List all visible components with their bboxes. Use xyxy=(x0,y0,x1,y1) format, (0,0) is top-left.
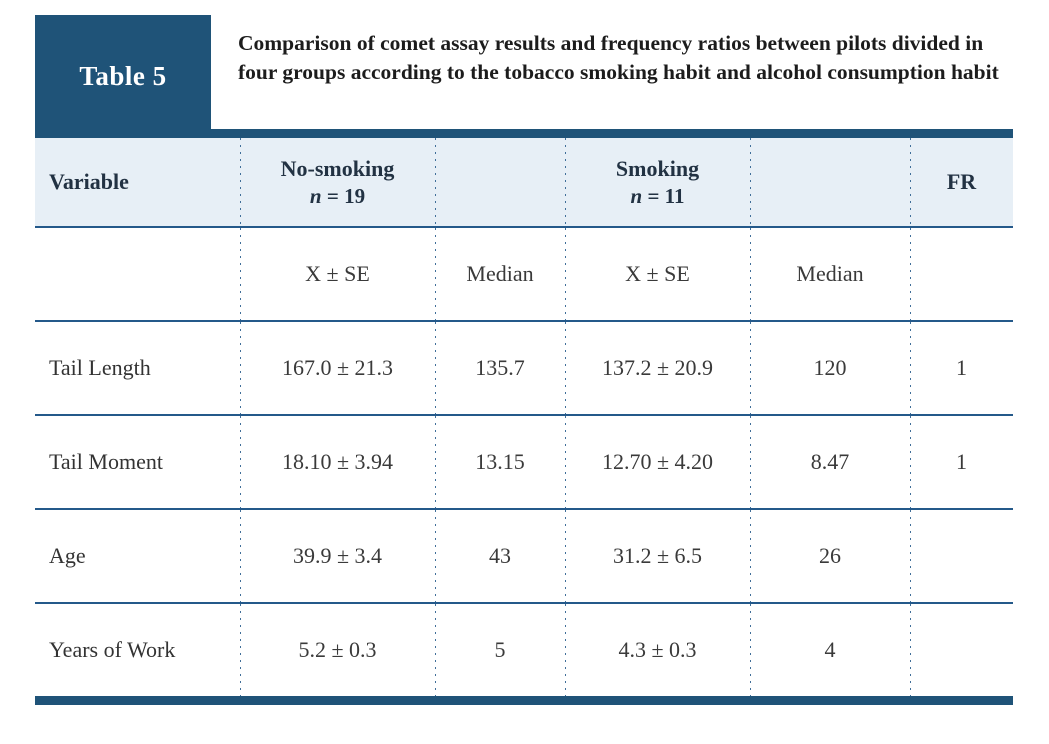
cell-variable: Years of Work xyxy=(49,637,176,662)
cell-ns-xse: 18.10 ± 3.94 xyxy=(240,416,435,508)
cell-variable: Tail Length xyxy=(49,355,151,380)
cell-variable: Tail Moment xyxy=(49,449,163,474)
cell-s-median: 4 xyxy=(750,604,910,696)
col-header-fr: FR xyxy=(910,138,1013,226)
cell-s-xse: 137.2 ± 20.9 xyxy=(565,322,750,414)
header-accent-bar xyxy=(35,129,1013,138)
cell-ns-xse: 39.9 ± 3.4 xyxy=(240,510,435,602)
cell-fr: 1 xyxy=(910,322,1013,414)
table-row: Tail Moment 18.10 ± 3.94 13.15 12.70 ± 4… xyxy=(35,416,1013,510)
cell-fr: 1 xyxy=(910,416,1013,508)
col-header-smoking: Smoking n = 11 xyxy=(565,138,750,226)
group1-count: = 19 xyxy=(326,183,366,208)
table-figure: Table 5 Comparison of comet assay result… xyxy=(35,15,1013,705)
cell-ns-median: 135.7 xyxy=(435,322,565,414)
group2-n-symbol: n xyxy=(630,183,643,208)
cell-s-xse: 12.70 ± 4.20 xyxy=(565,416,750,508)
cell-s-xse: 31.2 ± 6.5 xyxy=(565,510,750,602)
cell-variable: Age xyxy=(49,543,86,568)
cell-s-median: 120 xyxy=(750,322,910,414)
group1-name: No-smoking xyxy=(280,156,395,182)
table-header: Table 5 Comparison of comet assay result… xyxy=(35,15,1013,138)
group1-n-symbol: n xyxy=(309,183,322,208)
group2-count: = 11 xyxy=(647,183,685,208)
cell-ns-xse: 167.0 ± 21.3 xyxy=(240,322,435,414)
cell-ns-median: 13.15 xyxy=(435,416,565,508)
col-header-spacer-2 xyxy=(750,138,910,226)
group1-n: n = 19 xyxy=(310,183,365,209)
subheader-empty-1 xyxy=(35,228,240,320)
data-table: Variable No-smoking n = 19 Smoking n = 1… xyxy=(35,138,1013,705)
subheader-median-no-smoking: Median xyxy=(435,228,565,320)
subheader-xse-smoking: X ± SE xyxy=(565,228,750,320)
cell-fr xyxy=(910,510,1013,602)
table-row: Age 39.9 ± 3.4 43 31.2 ± 6.5 26 xyxy=(35,510,1013,604)
cell-fr xyxy=(910,604,1013,696)
col-header-no-smoking: No-smoking n = 19 xyxy=(240,138,435,226)
table-group-header-row: Variable No-smoking n = 19 Smoking n = 1… xyxy=(35,138,1013,228)
cell-ns-xse: 5.2 ± 0.3 xyxy=(240,604,435,696)
table-row: Tail Length 167.0 ± 21.3 135.7 137.2 ± 2… xyxy=(35,322,1013,416)
col-header-spacer-1 xyxy=(435,138,565,226)
subheader-empty-2 xyxy=(910,228,1013,320)
table-label: Table 5 xyxy=(79,61,167,91)
table-label-box: Table 5 xyxy=(35,15,211,138)
cell-ns-median: 43 xyxy=(435,510,565,602)
subheader-xse-no-smoking: X ± SE xyxy=(240,228,435,320)
group2-name: Smoking xyxy=(615,156,700,182)
cell-ns-median: 5 xyxy=(435,604,565,696)
table-subheader-row: X ± SE Median X ± SE Median xyxy=(35,228,1013,322)
col-header-variable: Variable xyxy=(49,169,129,194)
group2-n: n = 11 xyxy=(631,183,685,209)
cell-s-median: 8.47 xyxy=(750,416,910,508)
cell-s-median: 26 xyxy=(750,510,910,602)
table-row: Years of Work 5.2 ± 0.3 5 4.3 ± 0.3 4 xyxy=(35,604,1013,696)
cell-s-xse: 4.3 ± 0.3 xyxy=(565,604,750,696)
subheader-median-smoking: Median xyxy=(750,228,910,320)
table-caption: Comparison of comet assay results and fr… xyxy=(238,31,999,84)
